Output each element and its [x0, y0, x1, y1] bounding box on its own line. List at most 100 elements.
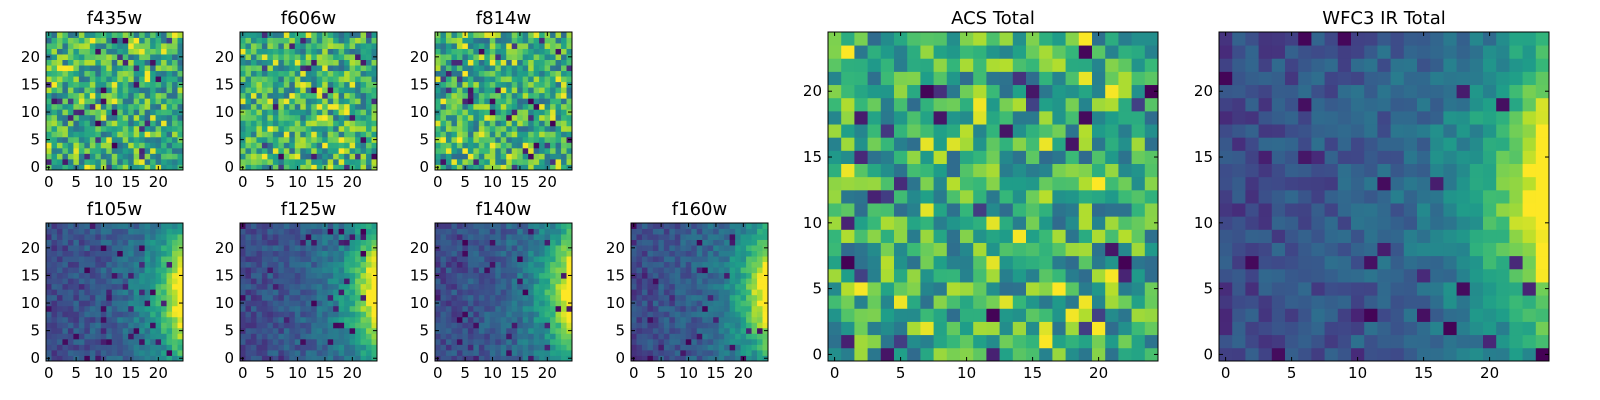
heatmap-cell: [100, 294, 107, 301]
heatmap-cell: [272, 333, 279, 340]
heatmap-cell: [305, 272, 312, 279]
heatmap-cell: [128, 349, 135, 356]
heatmap-cell: [161, 311, 167, 318]
heatmap-cell: [155, 43, 162, 49]
heatmap-cell: [166, 76, 173, 83]
heatmap-cell: [311, 54, 318, 60]
heatmap-cell: [245, 272, 252, 279]
heatmap-cell: [751, 250, 758, 257]
heatmap-cell: [67, 54, 74, 60]
heatmap-cell: [740, 333, 747, 340]
heatmap-cell: [344, 142, 350, 149]
heatmap-cell: [355, 43, 361, 49]
heatmap-cell: [240, 338, 246, 345]
heatmap-cell: [841, 268, 855, 283]
heatmap-cell: [261, 87, 268, 94]
heatmap-cell: [311, 349, 318, 356]
heatmap-cell: [311, 37, 318, 44]
heatmap-cell: [517, 92, 524, 99]
heatmap-cell: [435, 239, 441, 246]
heatmap-cell: [561, 147, 567, 154]
heatmap-cell: [647, 327, 654, 334]
heatmap-cell: [451, 316, 458, 323]
heatmap-cell: [674, 311, 681, 318]
heatmap-cell: [740, 250, 747, 257]
heatmap-cell: [680, 305, 687, 312]
heatmap-cell: [172, 234, 178, 240]
heatmap-cell: [366, 272, 372, 279]
heatmap-cell: [647, 322, 654, 329]
heatmap-cell: [724, 355, 731, 362]
heatmap-cell: [533, 153, 540, 160]
heatmap-cell: [250, 142, 257, 149]
heatmap-cell: [46, 256, 52, 263]
heatmap-cell: [355, 81, 361, 88]
heatmap-cell: [161, 305, 167, 312]
heatmap-cell: [338, 278, 345, 285]
heatmap-cell: [473, 349, 480, 356]
heatmap-cell: [555, 344, 562, 351]
heatmap-cell: [73, 147, 80, 154]
heatmap-cell: [305, 142, 312, 149]
heatmap-cell: [245, 87, 252, 94]
heatmap-cell: [100, 70, 107, 77]
heatmap-cell: [746, 349, 752, 356]
heatmap-cell: [322, 250, 329, 257]
heatmap-cell: [1052, 321, 1066, 336]
heatmap-cell: [495, 322, 502, 329]
heatmap-cell: [467, 70, 474, 77]
heatmap-cell: [150, 87, 156, 94]
heatmap-cell: [674, 223, 681, 229]
heatmap-cell: [663, 228, 670, 235]
heatmap-cell: [462, 327, 469, 334]
heatmap-cell: [489, 54, 496, 60]
heatmap-cell: [746, 245, 752, 251]
heatmap-cell: [517, 109, 524, 116]
heatmap-cell: [111, 338, 118, 345]
heatmap-cell: [467, 81, 474, 88]
heatmap-cell: [150, 70, 156, 77]
heatmap-cell: [495, 81, 502, 88]
heatmap-cell: [106, 322, 113, 329]
heatmap-cell: [999, 176, 1014, 191]
heatmap-cell: [128, 59, 135, 66]
heatmap-cell: [1026, 216, 1040, 230]
heatmap-cell: [636, 355, 643, 362]
heatmap-cell: [757, 223, 763, 229]
heatmap-cell: [122, 76, 129, 83]
heatmap-cell: [283, 234, 290, 240]
heatmap-cell: [561, 59, 567, 66]
heatmap-cell: [495, 43, 502, 49]
heatmap-cell: [250, 70, 257, 77]
heatmap-cell: [506, 344, 513, 351]
x-tick-label: 10: [483, 364, 502, 382]
heatmap-cell: [84, 300, 91, 307]
heatmap-cell: [561, 48, 567, 55]
heatmap-cell: [652, 245, 659, 251]
heatmap-cell: [933, 163, 948, 178]
heatmap-cell: [550, 239, 556, 246]
heatmap-cell: [366, 131, 372, 138]
heatmap-cell: [349, 239, 356, 246]
heatmap-cell: [272, 311, 279, 318]
heatmap-cell: [240, 48, 246, 55]
heatmap-cell: [150, 256, 156, 263]
heatmap-cell: [95, 289, 102, 296]
heatmap-cell: [355, 300, 361, 307]
heatmap-cell: [327, 256, 334, 263]
heatmap-cell: [495, 355, 502, 362]
heatmap-cell: [467, 300, 474, 307]
heatmap-cell: [78, 103, 85, 110]
heatmap-cell: [658, 239, 665, 246]
heatmap-cell: [1052, 334, 1066, 349]
heatmap-cell: [478, 344, 485, 351]
heatmap-cell: [544, 98, 551, 105]
heatmap-cell: [1105, 163, 1119, 178]
heatmap-cell: [511, 333, 518, 340]
heatmap-cell: [150, 250, 156, 257]
heatmap-cell: [702, 316, 709, 323]
heatmap-cell: [294, 109, 301, 116]
heatmap-cell: [256, 223, 263, 229]
heatmap-cell: [1118, 282, 1132, 296]
